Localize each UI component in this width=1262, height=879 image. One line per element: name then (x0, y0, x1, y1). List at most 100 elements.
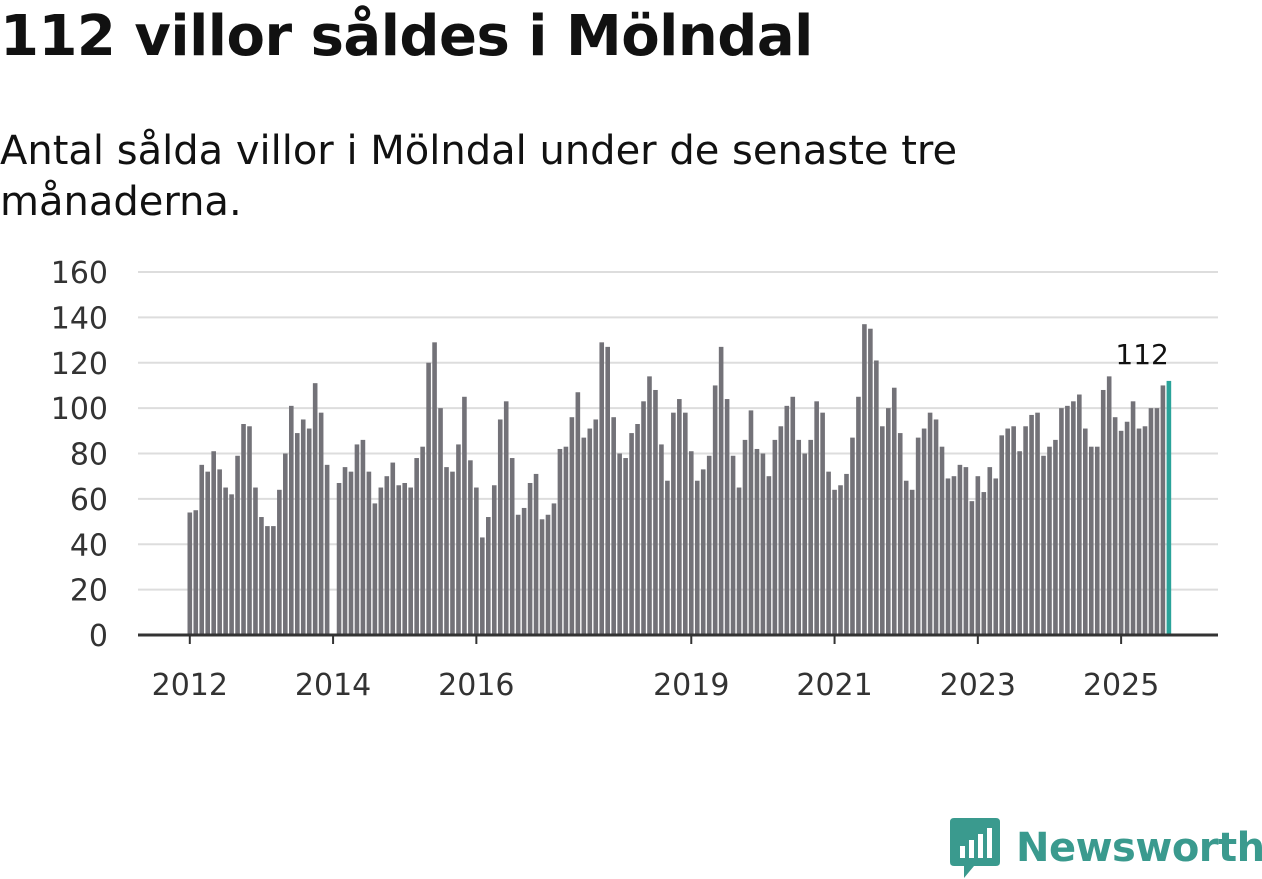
bar (515, 514, 521, 635)
bar (706, 455, 712, 635)
bar (348, 471, 354, 635)
bar (402, 482, 408, 635)
chart-subtitle: Antal sålda villor i Mölndal under de se… (0, 128, 958, 225)
x-axis: 2012 2014 2016 2019 2021 2023 2025 (138, 633, 1218, 703)
bar (438, 408, 443, 635)
bar (820, 412, 825, 635)
y-tick-label: 140 (51, 301, 108, 336)
bar (1083, 428, 1088, 635)
bar (384, 476, 390, 635)
bar (235, 455, 240, 635)
bar (575, 392, 581, 635)
bar (396, 485, 402, 635)
bar (897, 433, 903, 635)
y-tick-label: 60 (70, 483, 108, 518)
chart-title: 112 villor såldes i Mölndal (0, 4, 813, 69)
bar (354, 444, 360, 635)
bar (724, 399, 730, 635)
bar (1059, 408, 1064, 635)
bar (921, 428, 927, 635)
bar (533, 473, 539, 635)
bar (491, 485, 497, 635)
bar (903, 480, 909, 635)
bar (390, 462, 396, 635)
y-tick-label: 20 (70, 574, 108, 609)
bar (599, 342, 605, 635)
bar (259, 517, 264, 635)
bar (772, 439, 778, 635)
bar (862, 324, 867, 635)
bar (975, 476, 981, 635)
bar (563, 446, 569, 635)
bar (474, 487, 479, 635)
bar (545, 514, 551, 635)
bar (253, 487, 258, 635)
x-tick-label: 2021 (796, 668, 872, 703)
bar (677, 399, 682, 635)
bar (611, 417, 616, 635)
bar (462, 396, 467, 635)
bar (294, 433, 300, 635)
bar (748, 410, 754, 635)
y-tick-label: 0 (89, 619, 108, 654)
bar (480, 537, 485, 635)
bar (927, 412, 933, 635)
bar (551, 503, 557, 635)
bar (360, 439, 366, 635)
bar (372, 503, 378, 635)
bar (1136, 428, 1142, 635)
annotation: 112 (1115, 338, 1168, 371)
bar (754, 448, 760, 635)
y-tick-label: 100 (51, 392, 108, 427)
bar (647, 376, 652, 635)
bar (880, 426, 885, 635)
bar (211, 451, 216, 635)
bar (850, 437, 855, 635)
bar (688, 451, 694, 635)
bar (414, 458, 419, 635)
bar (760, 453, 766, 635)
bar (468, 460, 473, 635)
newsworthy-logo-icon (950, 818, 1000, 878)
bar (641, 401, 646, 635)
bar (969, 501, 975, 635)
bar (503, 401, 509, 635)
bar (581, 437, 587, 635)
bar (1130, 401, 1136, 635)
bar (671, 412, 676, 635)
bar (521, 507, 527, 635)
x-tick-label: 2019 (653, 668, 729, 703)
bar (1023, 426, 1028, 635)
bar (981, 492, 987, 635)
x-tick-label: 2023 (940, 668, 1016, 703)
bar (802, 453, 808, 635)
bar (486, 517, 491, 635)
x-tick-label: 2016 (438, 668, 514, 703)
bar (569, 417, 575, 635)
bar (1142, 426, 1148, 635)
bar (378, 487, 384, 635)
bar (665, 480, 670, 635)
bar (909, 489, 915, 635)
bar (1035, 412, 1040, 635)
bar (808, 439, 813, 635)
bar (844, 473, 849, 635)
bar (187, 512, 193, 635)
x-tick-label: 2014 (295, 668, 371, 703)
highlight-value-label: 112 (1115, 338, 1168, 371)
bar (796, 439, 802, 635)
bar (456, 444, 461, 635)
bar (659, 444, 664, 635)
bar (957, 464, 963, 635)
bar (993, 478, 999, 635)
bar (444, 467, 449, 635)
bar (700, 469, 706, 635)
bar (593, 419, 599, 635)
bar (963, 467, 969, 635)
bar (736, 487, 742, 635)
bar (1112, 417, 1118, 635)
bar (617, 453, 622, 635)
bar (1088, 446, 1094, 635)
y-tick-label: 120 (51, 347, 108, 382)
bar (891, 387, 897, 635)
